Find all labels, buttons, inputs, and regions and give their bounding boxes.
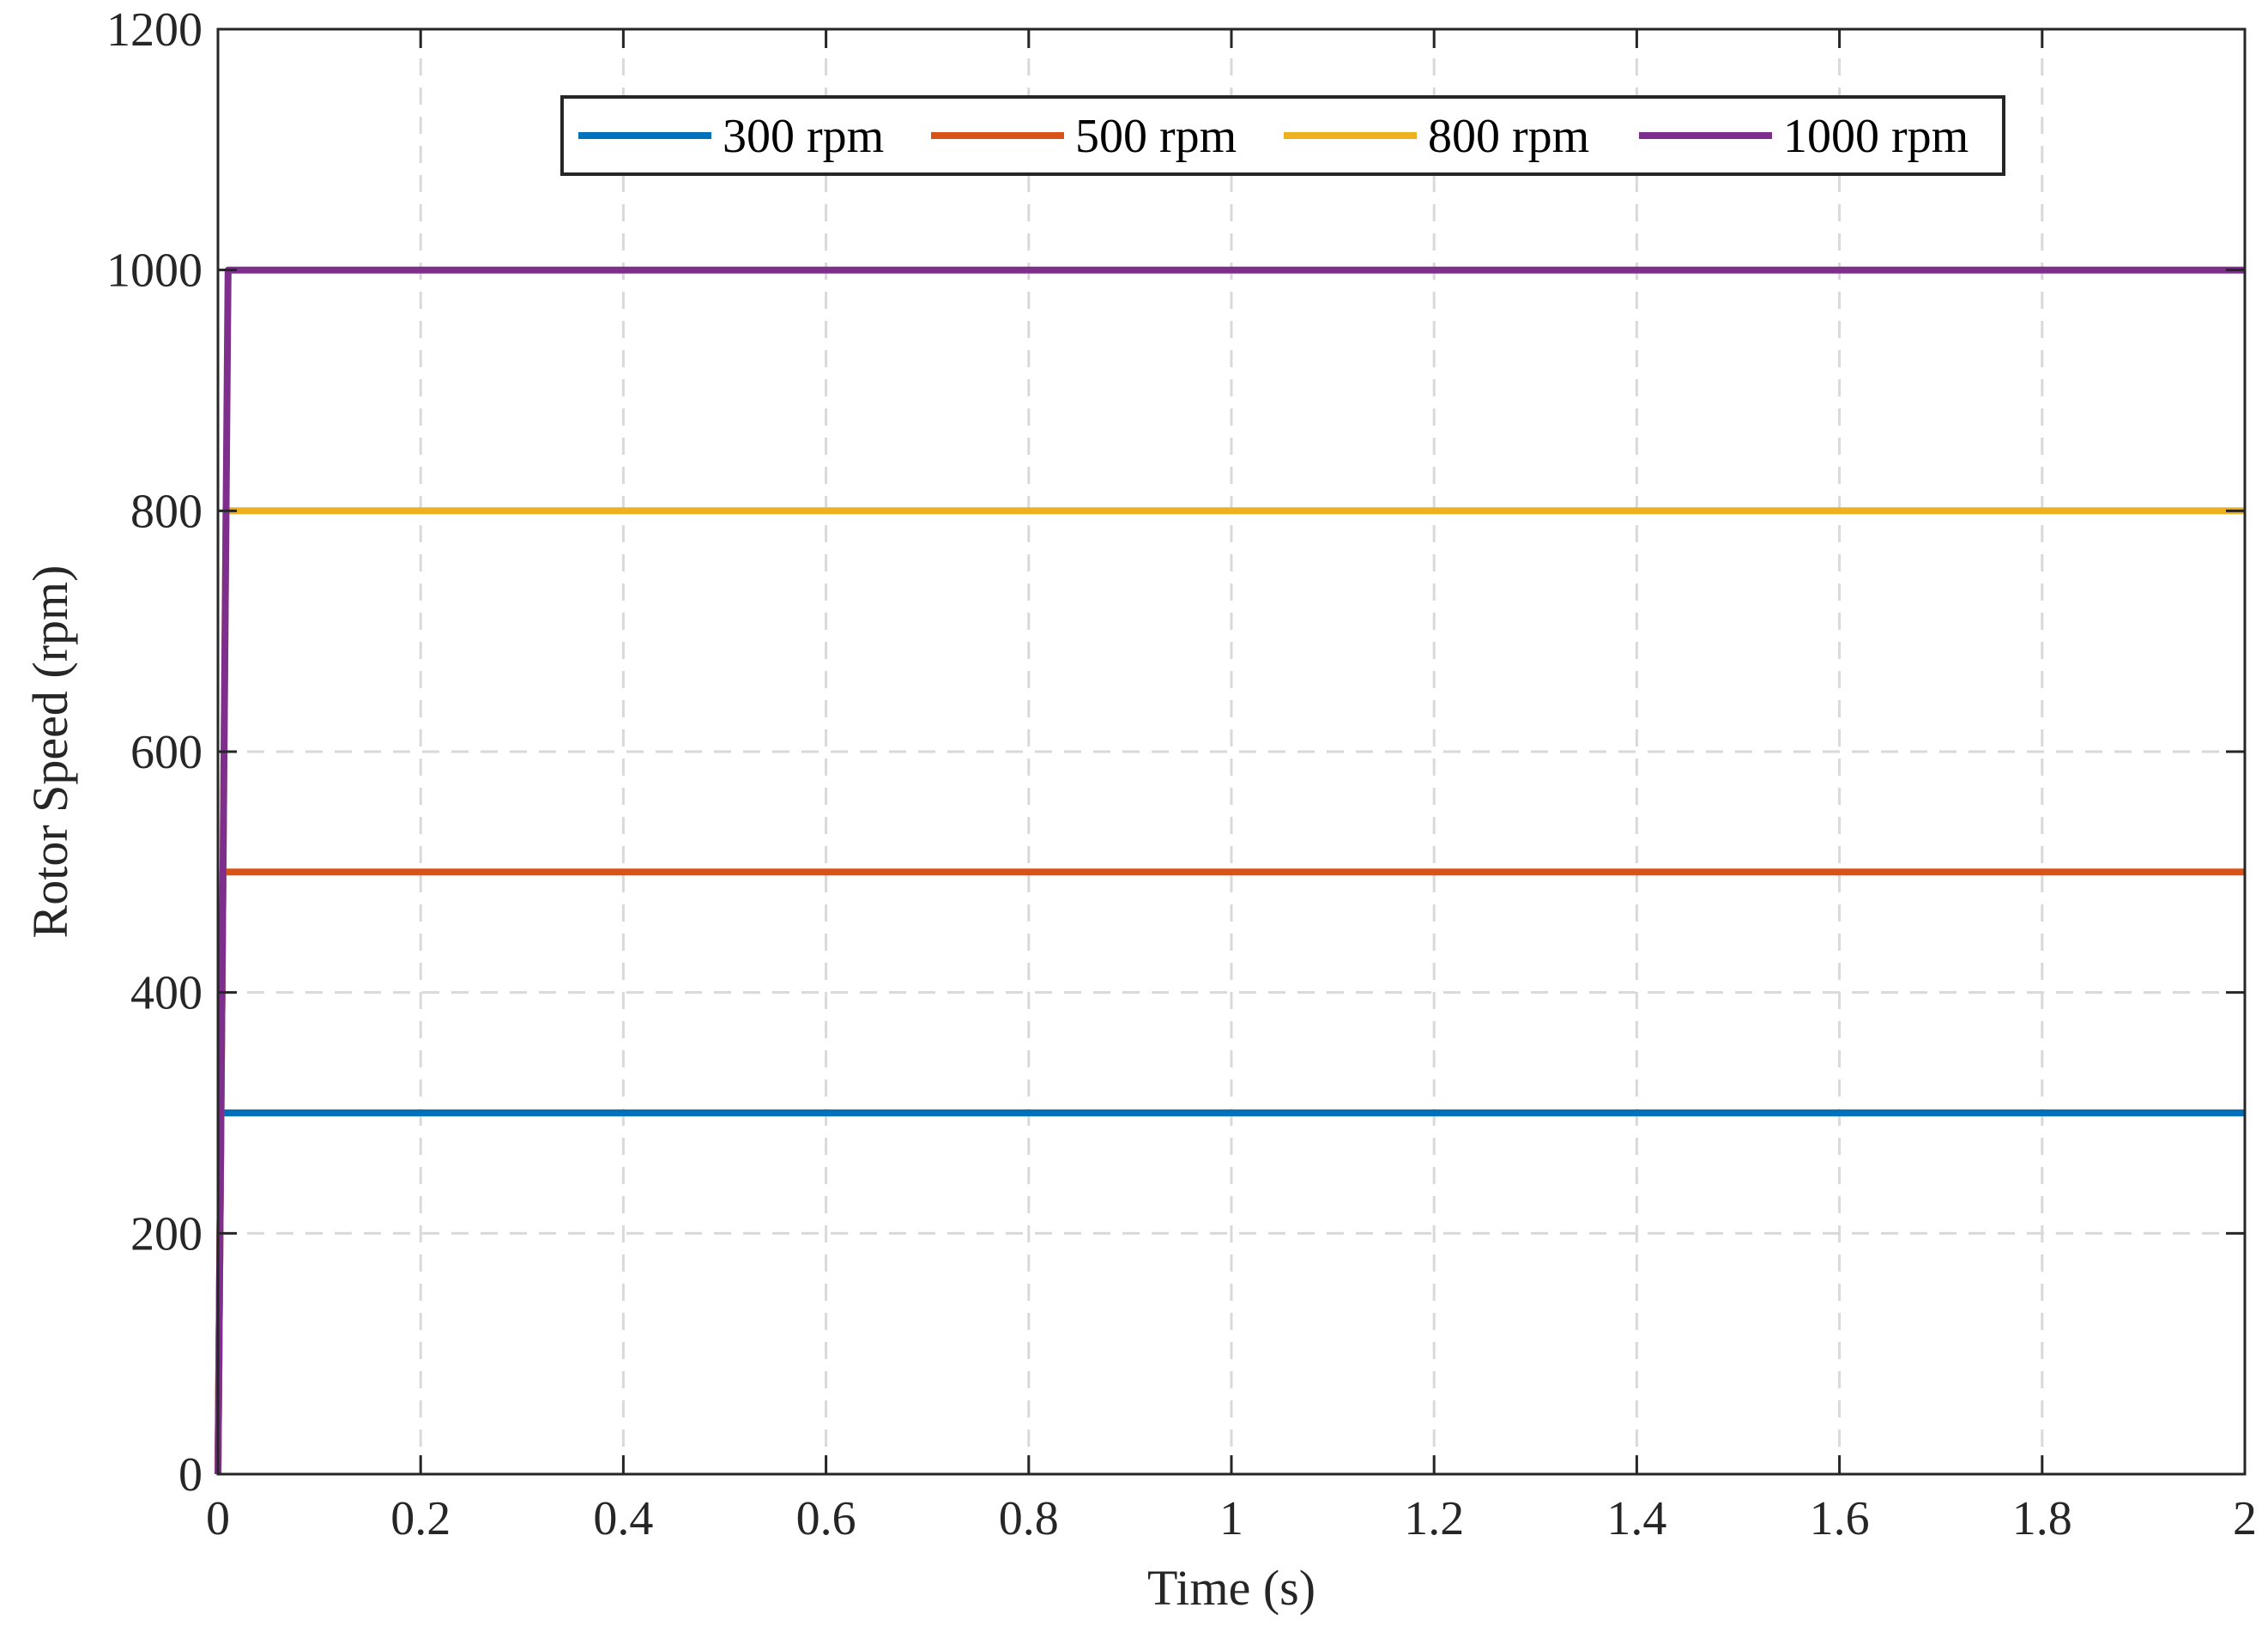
legend: 300 rpm 500 rpm 800 rpm 1000 rpm xyxy=(560,95,2005,176)
x-tick-label: 2 xyxy=(2233,1492,2257,1545)
y-axis-label: Rotor Speed (rpm) xyxy=(22,565,78,939)
x-tick-label: 0.4 xyxy=(593,1492,653,1545)
axes xyxy=(216,27,2247,1476)
y-tick-label: 800 xyxy=(130,485,203,538)
x-tick-label: 0.6 xyxy=(796,1492,856,1545)
x-tick-label: 0.8 xyxy=(999,1492,1059,1545)
tick-labels: 0 0.2 0.4 0.6 0.8 1 1.2 1.4 1.6 1.8 2 0 200 400 600 800… xyxy=(106,3,2257,1545)
x-tick-label: 1.8 xyxy=(2012,1492,2072,1545)
y-tick-label: 1000 xyxy=(106,245,203,298)
y-tick-label: 0 xyxy=(178,1448,203,1502)
x-tick-label: 1 xyxy=(1219,1492,1243,1545)
y-tick-label: 1200 xyxy=(106,3,203,57)
x-tick-label: 0.2 xyxy=(390,1492,451,1545)
y-tick-label: 200 xyxy=(130,1207,203,1260)
legend-label-2: 500 rpm xyxy=(1075,110,1237,163)
legend-label-3: 800 rpm xyxy=(1428,110,1589,163)
x-tick-label: 1.6 xyxy=(1810,1492,1870,1545)
x-axis-label: Time (s) xyxy=(1147,1560,1315,1616)
x-tick-label: 0 xyxy=(206,1492,230,1545)
x-tick-label: 1.4 xyxy=(1606,1492,1666,1545)
x-tick-label: 1.2 xyxy=(1404,1492,1464,1545)
y-tick-label: 600 xyxy=(130,726,203,779)
y-tick-label: 400 xyxy=(130,967,203,1020)
legend-label-1: 300 rpm xyxy=(723,110,884,163)
legend-label-4: 1000 rpm xyxy=(1783,110,1969,163)
